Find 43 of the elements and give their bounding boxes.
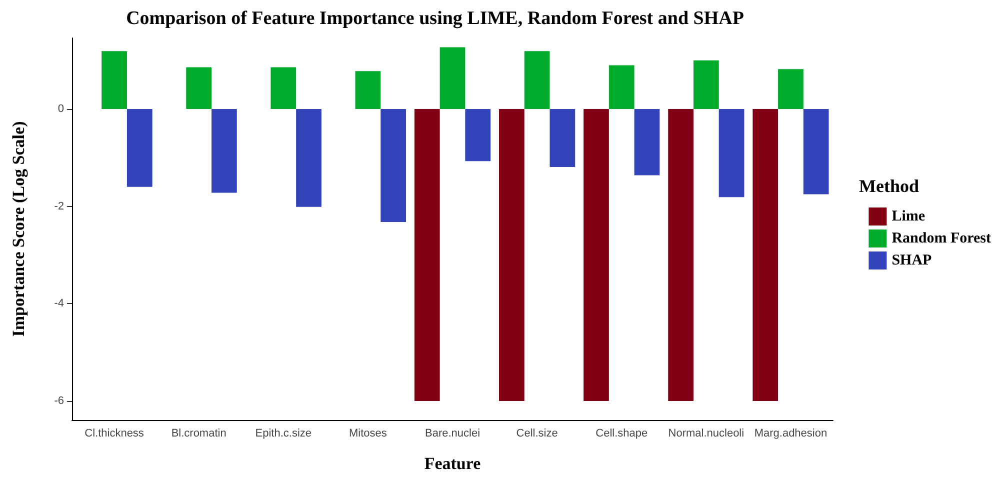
bar (270, 67, 296, 110)
x-tick-label: Mitoses (348, 428, 388, 440)
bar (550, 109, 576, 167)
bar (584, 109, 609, 402)
x-tick-label: Normal.nucleoli (668, 428, 744, 440)
legend-label: SHAP (892, 252, 932, 268)
x-tick-label: Bl.cromatin (171, 428, 226, 440)
bar (608, 65, 634, 110)
bar (668, 109, 694, 402)
bar (778, 69, 804, 110)
bar (440, 47, 466, 110)
bar (634, 109, 660, 176)
y-axis-title: Importance Score (Log Scale) (9, 121, 28, 337)
bar (465, 109, 491, 162)
legend-label: Lime (892, 208, 926, 224)
x-tick-label: Marg.adhesion (754, 428, 828, 440)
bar (524, 51, 550, 110)
bar (803, 109, 829, 194)
bar (693, 60, 719, 110)
bar (718, 109, 744, 198)
bar (752, 109, 778, 402)
y-tick-label: -6 (54, 395, 64, 408)
bar (186, 67, 212, 110)
y-tick-label: -2 (54, 200, 64, 212)
legend-label: Random Forest (892, 230, 992, 246)
y-tick-label: -4 (54, 298, 64, 310)
y-tick-label: 0 (58, 103, 64, 116)
x-tick-label: Epith.c.size (255, 428, 312, 440)
legend-title: Method (859, 176, 920, 196)
bar (102, 51, 127, 110)
bar (499, 109, 524, 402)
chart-title: Comparison of Feature Importance using LIME, Random Forest and SHAP (126, 8, 744, 29)
bar (126, 109, 152, 187)
bar (296, 109, 322, 207)
bar (414, 109, 440, 402)
bar (355, 71, 381, 110)
bar (380, 109, 406, 222)
x-tick-label: Cell.shape (596, 428, 648, 440)
bar (212, 109, 237, 193)
x-tick-label: Cell.size (516, 428, 558, 440)
x-axis-title: Feature (424, 454, 482, 473)
x-tick-label: Cl.thickness (84, 428, 144, 440)
x-tick-label: Bare.nuclei (424, 428, 480, 440)
